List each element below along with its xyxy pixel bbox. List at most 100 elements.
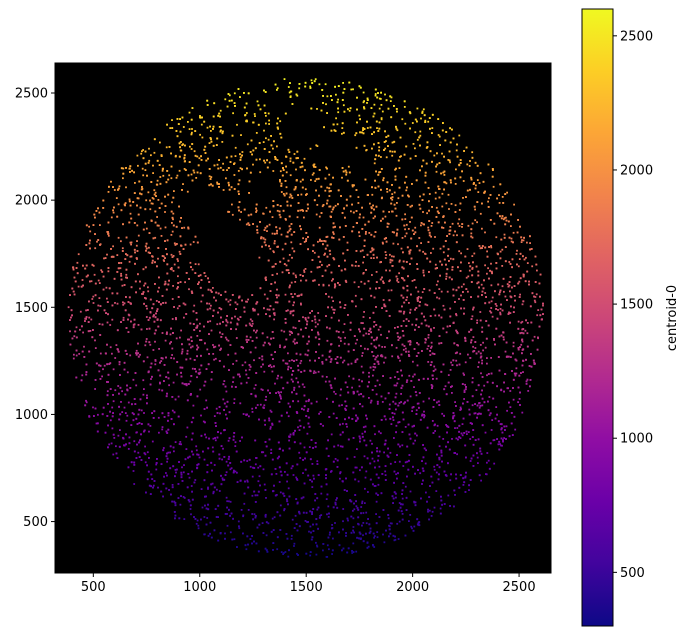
- scatter-point: [159, 176, 162, 178]
- scatter-point: [374, 485, 377, 487]
- scatter-point: [453, 420, 456, 423]
- scatter-point: [248, 368, 251, 371]
- scatter-point: [220, 308, 223, 311]
- scatter-point: [388, 189, 391, 192]
- scatter-point: [462, 402, 464, 405]
- scatter-point: [314, 180, 317, 182]
- scatter-point: [505, 216, 507, 219]
- scatter-point: [411, 425, 414, 428]
- scatter-point: [471, 377, 474, 379]
- scatter-point: [265, 313, 267, 315]
- scatter-point: [396, 279, 398, 282]
- scatter-point: [481, 227, 483, 230]
- scatter-point: [330, 306, 333, 309]
- scatter-point: [330, 433, 333, 436]
- scatter-point: [234, 441, 237, 444]
- scatter-point: [302, 237, 304, 240]
- scatter-point: [469, 160, 471, 162]
- scatter-point: [430, 341, 433, 344]
- scatter-point: [404, 218, 407, 220]
- scatter-point: [279, 447, 281, 450]
- scatter-point: [161, 255, 164, 257]
- scatter-point: [251, 407, 254, 410]
- scatter-point: [239, 96, 241, 98]
- scatter-point: [190, 173, 193, 176]
- scatter-point: [290, 467, 293, 470]
- scatter-point: [447, 254, 449, 257]
- scatter-point: [414, 391, 417, 393]
- scatter-point: [369, 287, 372, 290]
- scatter-point: [378, 383, 381, 386]
- scatter-point: [452, 234, 455, 237]
- scatter-point: [493, 439, 496, 441]
- scatter-point: [418, 237, 421, 239]
- scatter-point: [391, 259, 394, 262]
- scatter-point: [369, 401, 372, 404]
- scatter-point: [268, 223, 271, 226]
- scatter-point: [530, 321, 533, 324]
- scatter-point: [488, 246, 490, 248]
- scatter-point: [183, 497, 186, 499]
- scatter-point: [422, 271, 425, 274]
- scatter-point: [261, 358, 264, 361]
- scatter-point: [331, 524, 333, 526]
- scatter-point: [521, 411, 524, 414]
- scatter-point: [450, 473, 452, 476]
- scatter-point: [346, 425, 348, 428]
- scatter-point: [474, 439, 477, 441]
- scatter-point: [332, 506, 335, 509]
- scatter-point: [362, 395, 365, 398]
- scatter-point: [264, 226, 267, 229]
- scatter-point: [391, 265, 394, 267]
- scatter-point: [422, 250, 424, 253]
- scatter-point: [467, 224, 470, 227]
- scatter-point: [273, 242, 276, 245]
- scatter-point: [332, 278, 334, 281]
- scatter-point: [180, 329, 182, 332]
- scatter-point: [358, 114, 361, 117]
- scatter-point: [151, 259, 154, 262]
- scatter-point: [414, 226, 417, 229]
- scatter-point: [436, 401, 438, 404]
- scatter-point: [373, 460, 376, 463]
- scatter-point: [526, 262, 529, 264]
- scatter-point: [293, 250, 296, 253]
- scatter-point: [510, 356, 512, 358]
- scatter-point: [464, 336, 466, 339]
- scatter-point: [282, 209, 285, 212]
- scatter-point: [426, 257, 429, 260]
- scatter-point: [299, 225, 301, 228]
- scatter-point: [412, 375, 414, 378]
- scatter-point: [341, 99, 344, 101]
- scatter-point: [430, 235, 432, 238]
- scatter-point: [167, 178, 170, 181]
- scatter-point: [384, 470, 387, 473]
- scatter-point: [199, 339, 201, 341]
- scatter-point: [269, 247, 272, 250]
- scatter-point: [164, 211, 166, 213]
- scatter-point: [254, 384, 257, 386]
- scatter-point: [271, 517, 274, 520]
- scatter-point: [397, 159, 400, 162]
- scatter-point: [317, 323, 319, 326]
- scatter-point: [133, 461, 136, 464]
- scatter-point: [219, 109, 222, 112]
- scatter-point: [236, 303, 239, 306]
- scatter-point: [405, 232, 408, 235]
- scatter-point: [463, 389, 466, 392]
- scatter-point: [282, 492, 285, 495]
- scatter-point: [509, 290, 511, 293]
- scatter-point: [131, 412, 134, 414]
- scatter-point: [372, 374, 374, 377]
- scatter-point: [387, 517, 390, 520]
- scatter-point: [367, 545, 370, 548]
- scatter-point: [164, 240, 166, 242]
- scatter-point: [185, 435, 188, 438]
- scatter-point: [287, 352, 289, 355]
- scatter-point: [89, 330, 92, 332]
- scatter-point: [137, 234, 140, 237]
- scatter-point: [391, 193, 394, 195]
- scatter-point: [416, 268, 419, 270]
- scatter-point: [72, 357, 75, 360]
- scatter-point: [409, 308, 412, 311]
